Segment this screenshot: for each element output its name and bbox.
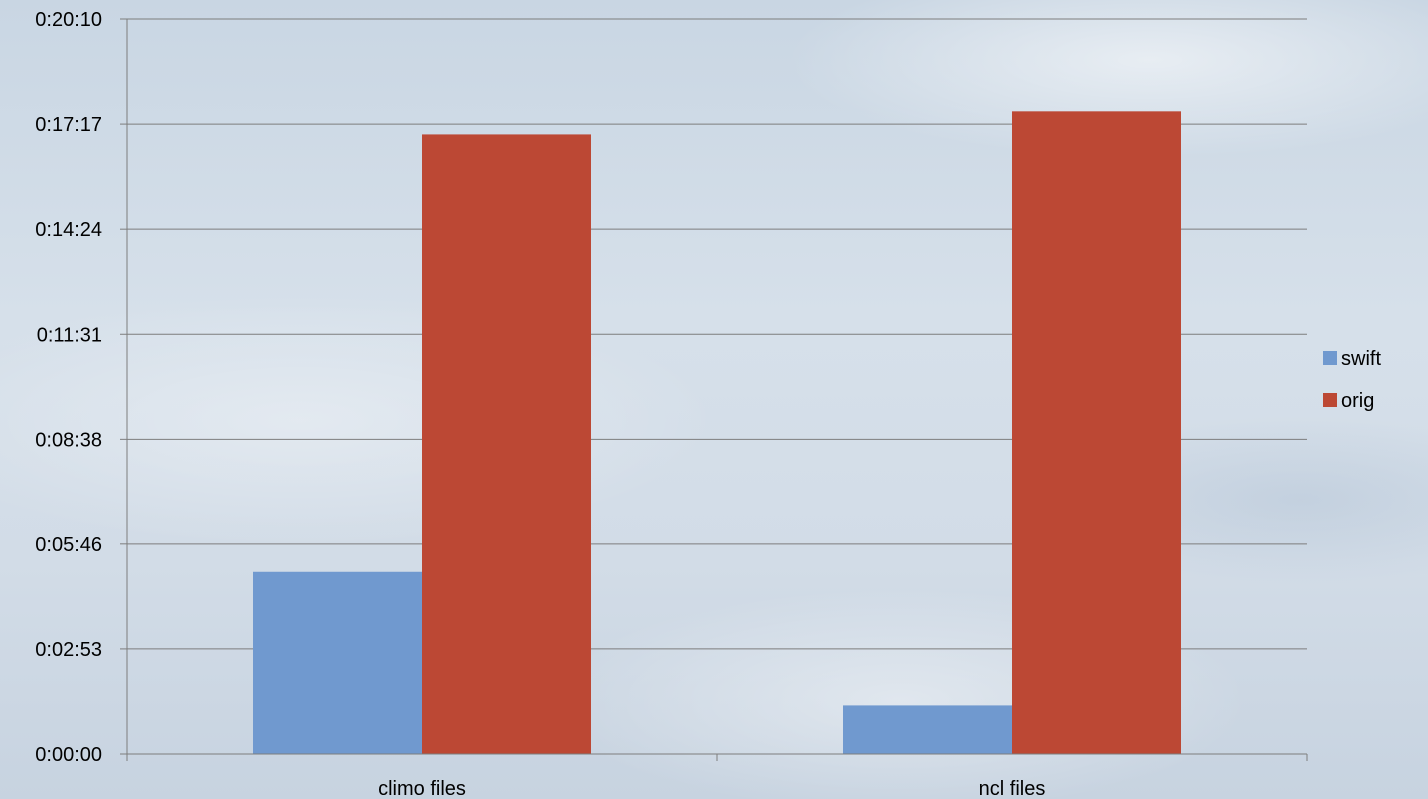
bars [253, 111, 1181, 755]
legend: swift orig [1323, 348, 1381, 412]
legend-swatch [1323, 351, 1337, 365]
y-tick-label: 0:05:46 [35, 534, 102, 556]
y-tick-label: 0:02:53 [35, 639, 102, 661]
y-tick-label: 0:17:17 [35, 114, 102, 136]
y-tick-label: 0:00:00 [35, 744, 102, 766]
legend-item-swift: swift [1323, 348, 1381, 370]
gridlines [127, 18, 1307, 650]
legend-label: swift [1341, 348, 1381, 370]
y-tick-label: 0:20:10 [35, 9, 102, 31]
bar-orig-1 [1012, 111, 1181, 755]
legend-label: orig [1341, 390, 1374, 412]
axes: 0:00:00 0:02:53 0:05:46 0:08:38 0:11:31 0:14:… [35, 9, 1308, 799]
legend-item-orig: orig [1323, 390, 1374, 412]
y-tick-label: 0:14:24 [35, 219, 102, 241]
bar-swift-1 [843, 705, 1012, 754]
y-tick-label: 0:11:31 [37, 324, 102, 346]
y-tick-label: 0:08:38 [35, 429, 102, 451]
bar-orig-0 [422, 134, 591, 755]
x-tick-label: ncl files [979, 778, 1046, 799]
bar-swift-0 [253, 571, 422, 754]
x-tick-label: climo files [378, 778, 466, 799]
legend-swatch [1323, 393, 1337, 407]
